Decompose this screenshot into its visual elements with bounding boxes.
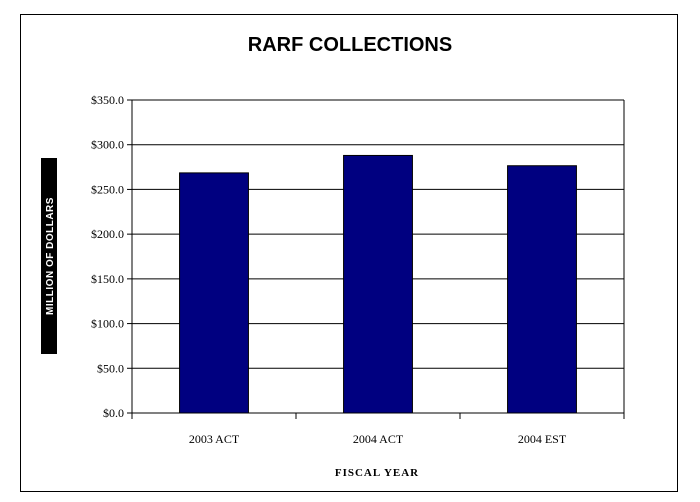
y-tick-label: $150.0 [91, 272, 124, 286]
bar-2003-act [179, 172, 249, 414]
x-tick-labels: 2003 ACT 2004 ACT 2004 EST [189, 432, 567, 446]
axes [127, 99, 625, 419]
y-tick-label: $300.0 [91, 138, 124, 152]
y-tick-label: $0.0 [103, 406, 124, 420]
y-tick-label: $200.0 [91, 227, 124, 241]
y-tick-label: $50.0 [97, 361, 124, 375]
y-tick-label: $350.0 [91, 93, 124, 107]
y-axis-title: MILLION OF DOLLARS [45, 197, 56, 315]
x-tick-label: 2004 ACT [353, 432, 404, 446]
y-axis-title-group: MILLION OF DOLLARS [41, 158, 57, 354]
x-tick-label: 2004 EST [518, 432, 567, 446]
y-axis-title-background [41, 158, 57, 354]
bar-2004-act [343, 154, 413, 414]
chart-title: RARF COLLECTIONS [247, 34, 453, 56]
y-tick-label: $100.0 [91, 317, 124, 331]
bars [179, 154, 577, 414]
bar-2004-est [507, 165, 577, 414]
x-tick-label: 2003 ACT [189, 432, 240, 446]
y-tick-labels: $0.0 $50.0 $100.0 $150.0 $200.0 $250.0 $300.0 $… [91, 93, 124, 420]
y-tick-label: $250.0 [91, 182, 124, 196]
x-axis-title: FISCAL YEAR [335, 467, 419, 479]
